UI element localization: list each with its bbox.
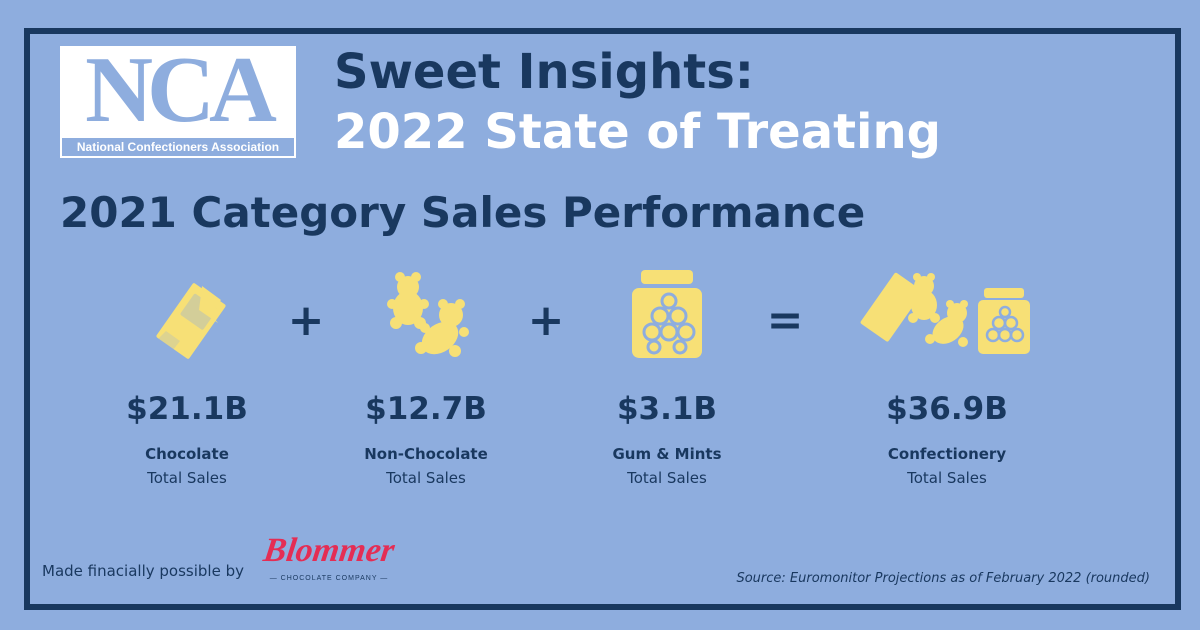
nca-logo-letters: NCA bbox=[85, 38, 277, 142]
metric-label: Total Sales bbox=[386, 469, 466, 487]
infographic-frame bbox=[24, 28, 1181, 610]
metric-value: $12.7B bbox=[365, 391, 487, 427]
sponsor-text: Made finacially possible by bbox=[42, 562, 244, 580]
blommer-tagline: — CHOCOLATE COMPANY — bbox=[269, 575, 389, 582]
combined-candy-icon bbox=[860, 272, 1030, 354]
metric-name: Confectionery bbox=[887, 445, 1007, 463]
metric-label: Total Sales bbox=[627, 469, 707, 487]
chocolate-bar-icon bbox=[156, 283, 226, 359]
metric-chocolate: $21.1B Chocolate Total Sales bbox=[77, 390, 297, 488]
page-title-line-1: Sweet Insights: bbox=[334, 44, 754, 100]
metric-non-chocolate: $12.7B Non-Chocolate Total Sales bbox=[316, 390, 536, 488]
metric-value: $21.1B bbox=[126, 391, 248, 427]
plus-operator-2: + bbox=[527, 295, 565, 346]
metric-label: Total Sales bbox=[147, 469, 227, 487]
metric-name: Non-Chocolate bbox=[364, 445, 488, 463]
gummy-bears-icon bbox=[387, 272, 469, 357]
candy-jar-icon bbox=[632, 270, 702, 358]
blommer-logo: Blommer — CHOCOLATE COMPANY — bbox=[254, 532, 404, 592]
page-title-line-2: 2022 State of Treating bbox=[334, 104, 942, 160]
metric-confectionery: $36.9B Confectionery Total Sales bbox=[837, 390, 1057, 488]
metric-label: Total Sales bbox=[907, 469, 987, 487]
blommer-wordmark: Blommer bbox=[261, 532, 397, 569]
nca-logo: NCA National Confectioners Association bbox=[60, 38, 296, 158]
metric-value: $3.1B bbox=[616, 391, 718, 427]
metric-gum-mints: $3.1B Gum & Mints Total Sales bbox=[557, 390, 777, 488]
equals-operator: = bbox=[766, 295, 804, 346]
plus-operator-1: + bbox=[287, 295, 325, 346]
metric-name: Gum & Mints bbox=[612, 445, 722, 463]
metric-name: Chocolate bbox=[145, 445, 229, 463]
section-title: 2021 Category Sales Performance bbox=[60, 188, 866, 237]
nca-logo-subtext: National Confectioners Association bbox=[60, 136, 296, 158]
metric-value: $36.9B bbox=[886, 391, 1008, 427]
source-note: Source: Euromonitor Projections as of Fe… bbox=[736, 571, 1150, 586]
